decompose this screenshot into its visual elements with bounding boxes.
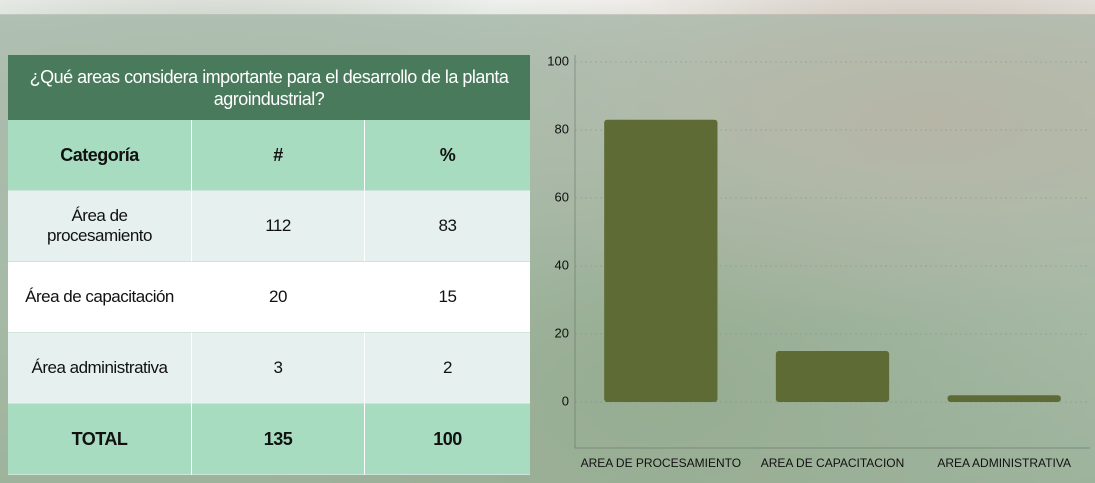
y-tick-label: 0 xyxy=(562,393,569,408)
table-row: Área administrativa 3 2 xyxy=(8,333,530,404)
total-cell: TOTAL xyxy=(8,404,192,475)
x-tick-label: AREA ADMINISTRATIVA xyxy=(937,456,1071,470)
x-tick-label: AREA DE PROCESAMIENTO xyxy=(581,456,741,470)
header-cell: # xyxy=(192,120,365,191)
x-tick-label: AREA DE CAPACITACION xyxy=(761,456,905,470)
cell: 2 xyxy=(365,333,530,404)
cell: 15 xyxy=(365,262,530,333)
cell: 83 xyxy=(365,191,530,262)
total-row: TOTAL 135 100 xyxy=(8,404,530,475)
table-row: Área de procesamiento 112 83 xyxy=(8,191,530,262)
y-tick-label: 80 xyxy=(555,121,569,136)
y-tick-label: 40 xyxy=(555,257,569,272)
cell: 20 xyxy=(192,262,365,333)
table-title: ¿Qué areas considera importante para el … xyxy=(8,55,530,120)
header-cell: % xyxy=(365,120,530,191)
cell: Área de capacitación xyxy=(8,262,192,333)
y-tick-label: 60 xyxy=(555,189,569,204)
header-row: Categoría # % xyxy=(8,120,530,191)
bar xyxy=(604,119,718,403)
cell: Área de procesamiento xyxy=(8,191,192,262)
y-tick-label: 20 xyxy=(555,325,569,340)
cell: 112 xyxy=(192,191,365,262)
table: ¿Qué areas considera importante para el … xyxy=(8,55,530,475)
table-row: Área de capacitación 20 15 xyxy=(8,262,530,333)
header-cell: Categoría xyxy=(8,120,192,191)
total-cell: 100 xyxy=(365,404,530,475)
y-tick-label: 100 xyxy=(547,53,569,68)
cell: Área administrativa xyxy=(8,333,192,404)
cell: 3 xyxy=(192,333,365,404)
bar xyxy=(775,351,890,402)
total-cell: 135 xyxy=(192,404,365,475)
bar xyxy=(947,395,1061,402)
